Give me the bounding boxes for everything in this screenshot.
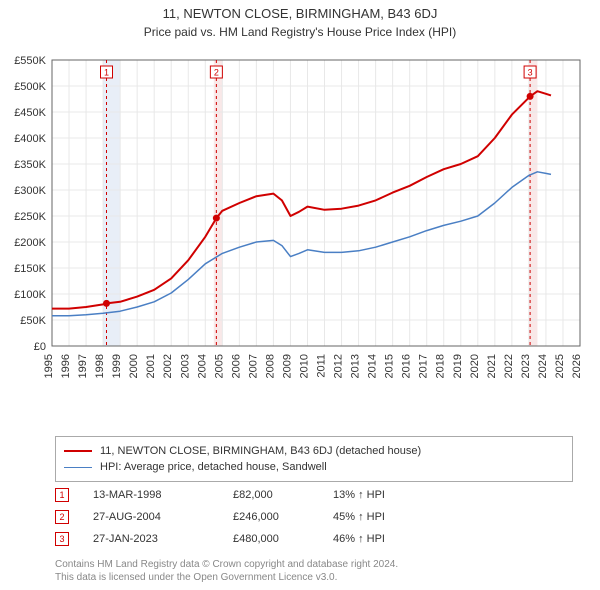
svg-text:2007: 2007 bbox=[247, 354, 259, 378]
svg-text:2019: 2019 bbox=[452, 354, 464, 378]
svg-text:2021: 2021 bbox=[486, 354, 498, 378]
svg-text:2012: 2012 bbox=[333, 354, 345, 378]
transaction-price: £246,000 bbox=[233, 511, 333, 523]
attribution-line: This data is licensed under the Open Gov… bbox=[55, 571, 398, 584]
attribution: Contains HM Land Registry data © Crown c… bbox=[55, 558, 398, 584]
chart-plot-area: £0£50K£100K£150K£200K£250K£300K£350K£400… bbox=[46, 54, 586, 404]
svg-text:1995: 1995 bbox=[43, 354, 55, 378]
svg-text:2003: 2003 bbox=[179, 354, 191, 378]
legend-swatch bbox=[64, 450, 92, 452]
svg-text:£500K: £500K bbox=[14, 81, 46, 93]
svg-text:2004: 2004 bbox=[196, 354, 208, 378]
chart-title: 11, NEWTON CLOSE, BIRMINGHAM, B43 6DJ bbox=[0, 6, 600, 21]
transaction-list: 1 13-MAR-1998£82,00013% ↑ HPI 2 27-AUG-2004… bbox=[55, 484, 433, 550]
svg-text:2000: 2000 bbox=[128, 354, 140, 378]
svg-text:£100K: £100K bbox=[14, 289, 46, 301]
svg-text:2011: 2011 bbox=[316, 354, 328, 378]
svg-text:1998: 1998 bbox=[94, 354, 106, 378]
transaction-row: 2 27-AUG-2004£246,00045% ↑ HPI bbox=[55, 506, 433, 528]
svg-text:2002: 2002 bbox=[162, 354, 174, 378]
svg-text:£150K: £150K bbox=[14, 263, 46, 275]
transaction-price: £480,000 bbox=[233, 533, 333, 545]
svg-text:£300K: £300K bbox=[14, 185, 46, 197]
attribution-line: Contains HM Land Registry data © Crown c… bbox=[55, 558, 398, 571]
svg-text:£250K: £250K bbox=[14, 211, 46, 223]
svg-text:1997: 1997 bbox=[77, 354, 89, 378]
svg-text:1999: 1999 bbox=[111, 354, 123, 378]
transaction-date: 27-AUG-2004 bbox=[93, 511, 233, 523]
svg-text:2009: 2009 bbox=[281, 354, 293, 378]
svg-text:£550K: £550K bbox=[14, 55, 46, 67]
svg-text:£50K: £50K bbox=[20, 315, 46, 327]
transaction-row: 1 13-MAR-1998£82,00013% ↑ HPI bbox=[55, 484, 433, 506]
transaction-date: 27-JAN-2023 bbox=[93, 533, 233, 545]
transaction-marker: 1 bbox=[55, 488, 69, 502]
svg-text:£450K: £450K bbox=[14, 107, 46, 119]
svg-text:2001: 2001 bbox=[145, 354, 157, 378]
svg-text:2006: 2006 bbox=[230, 354, 242, 378]
transaction-row: 3 27-JAN-2023£480,00046% ↑ HPI bbox=[55, 528, 433, 550]
legend-label: HPI: Average price, detached house, Sand… bbox=[100, 461, 327, 473]
legend-swatch bbox=[64, 467, 92, 468]
legend-item: HPI: Average price, detached house, Sand… bbox=[64, 459, 564, 475]
svg-text:2014: 2014 bbox=[367, 354, 379, 378]
chart-container: 11, NEWTON CLOSE, BIRMINGHAM, B43 6DJ Pr… bbox=[0, 6, 600, 590]
svg-text:1: 1 bbox=[104, 68, 109, 78]
transaction-marker: 2 bbox=[55, 510, 69, 524]
svg-text:2005: 2005 bbox=[213, 354, 225, 378]
legend-item: 11, NEWTON CLOSE, BIRMINGHAM, B43 6DJ (d… bbox=[64, 443, 564, 459]
transaction-delta: 45% ↑ HPI bbox=[333, 511, 433, 523]
svg-text:2: 2 bbox=[214, 68, 219, 78]
legend-label: 11, NEWTON CLOSE, BIRMINGHAM, B43 6DJ (d… bbox=[100, 445, 421, 457]
svg-text:2023: 2023 bbox=[520, 354, 532, 378]
transaction-delta: 46% ↑ HPI bbox=[333, 533, 433, 545]
transaction-delta: 13% ↑ HPI bbox=[333, 489, 433, 501]
svg-text:1996: 1996 bbox=[60, 354, 72, 378]
svg-text:2015: 2015 bbox=[384, 354, 396, 378]
legend: 11, NEWTON CLOSE, BIRMINGHAM, B43 6DJ (d… bbox=[55, 436, 573, 482]
svg-text:£200K: £200K bbox=[14, 237, 46, 249]
svg-text:2013: 2013 bbox=[350, 354, 362, 378]
svg-text:£400K: £400K bbox=[14, 133, 46, 145]
transaction-price: £82,000 bbox=[233, 489, 333, 501]
svg-text:2020: 2020 bbox=[469, 354, 481, 378]
svg-text:2025: 2025 bbox=[554, 354, 566, 378]
svg-text:2008: 2008 bbox=[264, 354, 276, 378]
transaction-marker: 3 bbox=[55, 532, 69, 546]
svg-text:2022: 2022 bbox=[503, 354, 515, 378]
svg-text:£350K: £350K bbox=[14, 159, 46, 171]
chart-svg: £0£50K£100K£150K£200K£250K£300K£350K£400… bbox=[46, 54, 586, 404]
svg-text:3: 3 bbox=[528, 68, 533, 78]
transaction-date: 13-MAR-1998 bbox=[93, 489, 233, 501]
svg-text:2017: 2017 bbox=[418, 354, 430, 378]
svg-text:2018: 2018 bbox=[435, 354, 447, 378]
svg-text:£0: £0 bbox=[34, 341, 46, 353]
svg-text:2016: 2016 bbox=[401, 354, 413, 378]
svg-text:2010: 2010 bbox=[298, 354, 310, 378]
svg-text:2026: 2026 bbox=[571, 354, 583, 378]
svg-text:2024: 2024 bbox=[537, 354, 549, 378]
chart-subtitle: Price paid vs. HM Land Registry's House … bbox=[0, 25, 600, 39]
